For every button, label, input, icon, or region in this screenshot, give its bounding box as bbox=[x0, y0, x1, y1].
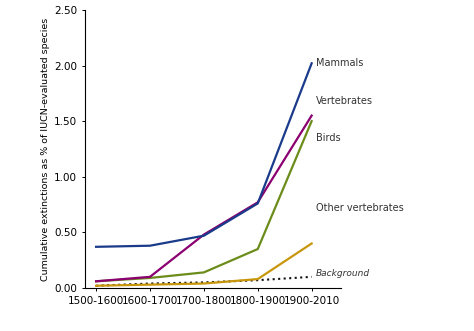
Text: Mammals: Mammals bbox=[316, 58, 364, 68]
Text: Vertebrates: Vertebrates bbox=[316, 96, 373, 106]
Text: Background: Background bbox=[316, 269, 370, 278]
Text: Other vertebrates: Other vertebrates bbox=[316, 203, 404, 213]
Text: Birds: Birds bbox=[316, 133, 341, 143]
Y-axis label: Cumulative extinctions as % of IUCN-evaluated species: Cumulative extinctions as % of IUCN-eval… bbox=[41, 17, 50, 281]
